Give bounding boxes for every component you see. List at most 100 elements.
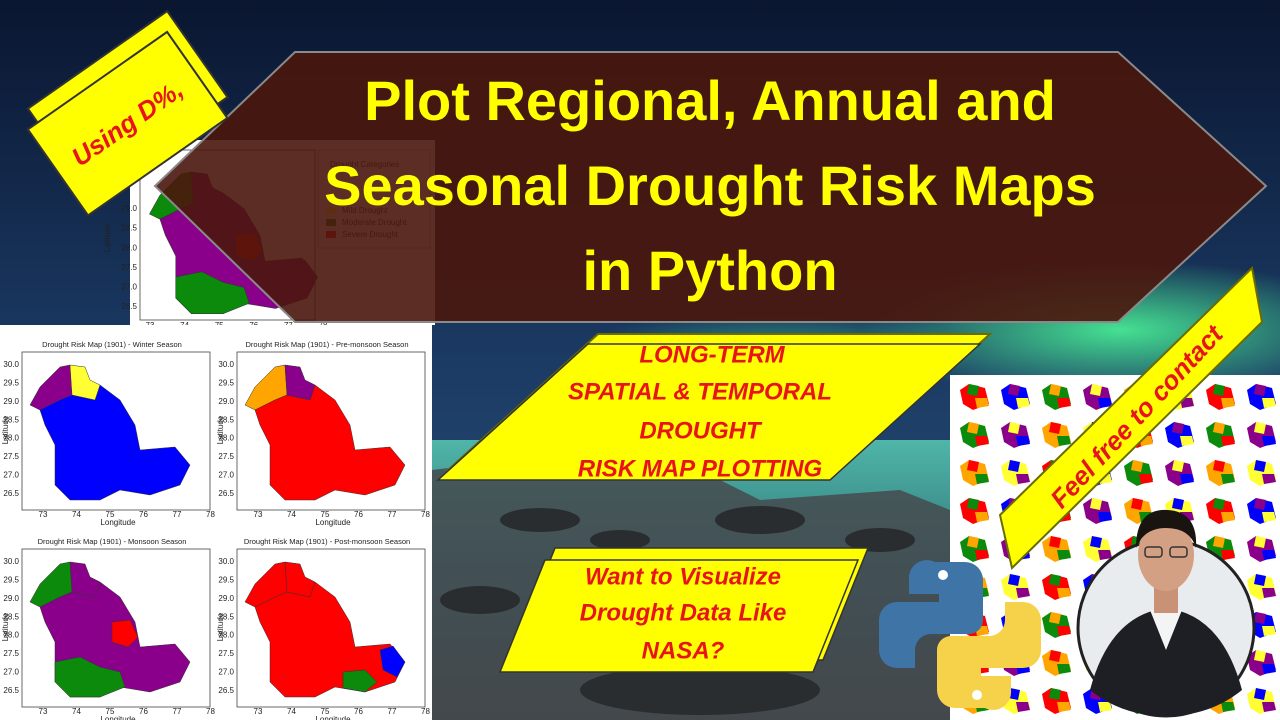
x-tick-label: 77: [173, 510, 182, 519]
mini-map: [1098, 512, 1112, 522]
map-region: [342, 669, 378, 693]
x-tick-label: 76: [354, 510, 363, 519]
mini-map: [975, 512, 989, 522]
y-tick-label: 27.5: [218, 649, 234, 658]
x-tick-label: 74: [72, 707, 81, 716]
y-tick-label: 27.5: [3, 649, 19, 658]
y-tick-label: 28.0: [121, 243, 137, 252]
x-tick-label: 77: [173, 707, 182, 716]
contact-banner: [998, 265, 1264, 570]
y-tick-label: 27.5: [218, 452, 234, 461]
seasonal-map: Drought Risk Map (1901) - Pre-monsoon Se…: [216, 340, 430, 527]
mini-map: [967, 384, 979, 396]
map-region: [69, 364, 101, 401]
mini-map: [1221, 474, 1235, 484]
mini-map: [1172, 422, 1184, 434]
mini-map: [975, 474, 989, 484]
mini-map: [1057, 626, 1071, 636]
mini-map: [1090, 498, 1102, 510]
y-tick-label: 27.0: [3, 471, 19, 480]
mini-map: [1057, 550, 1071, 560]
mini-map: [1016, 474, 1030, 484]
x-tick-label: 76: [139, 510, 148, 519]
y-tick-label: 27.5: [121, 263, 137, 272]
mini-map: [967, 460, 979, 472]
seasonal-map: Drought Risk Map (1901) - Post-monsoon S…: [216, 537, 430, 720]
y-tick-label: 26.5: [218, 489, 234, 498]
y-tick-label: 28.5: [3, 612, 19, 621]
mini-map: [1254, 460, 1266, 472]
x-axis-label: Longitude: [315, 715, 351, 720]
question-line: Drought Data Like: [580, 599, 787, 626]
mini-map: [1098, 398, 1112, 408]
x-tick-label: 77: [388, 510, 397, 519]
mini-map: [1008, 460, 1020, 472]
question-line: NASA?: [642, 637, 725, 664]
x-tick-label: 73: [39, 707, 48, 716]
question-line: Want to Visualize: [585, 563, 781, 590]
mini-map: [1213, 384, 1225, 396]
mini-map: [1254, 498, 1266, 510]
map-region: [379, 645, 406, 678]
mini-map: [1262, 512, 1276, 522]
y-axis-label: Latitude: [216, 415, 225, 444]
mini-map: [1090, 384, 1102, 396]
map-title: Drought Risk Map (1901) - Winter Season: [42, 340, 182, 349]
y-tick-label: 28.5: [218, 612, 234, 621]
presenter-photo: [1076, 509, 1256, 718]
mini-map: [1008, 422, 1020, 434]
mini-map: [1057, 436, 1071, 446]
plot-frame: [236, 351, 426, 511]
mini-map: [1016, 436, 1030, 446]
mini-map: [1254, 650, 1266, 662]
x-axis-label: Longitude: [100, 715, 136, 720]
mini-map: [1262, 474, 1276, 484]
y-tick-label: 26.5: [3, 489, 19, 498]
mini-map: [1139, 474, 1153, 484]
badge: Using D%,: [26, 9, 229, 217]
y-tick-label: 27.0: [121, 283, 137, 292]
y-axis-label: Latitude: [216, 612, 225, 641]
mini-map: [1016, 702, 1030, 712]
x-tick-label: 75: [321, 510, 330, 519]
y-tick-label: 27.0: [3, 668, 19, 677]
mini-map: [1049, 384, 1061, 396]
mini-map: [1090, 536, 1102, 548]
python-logo: [879, 560, 1041, 710]
mini-map: [1057, 588, 1071, 598]
x-tick-label: 78: [421, 510, 430, 519]
x-axis-label: Longitude: [315, 518, 351, 527]
y-tick-label: 27.0: [218, 471, 234, 480]
mini-map: [1262, 436, 1276, 446]
y-tick-label: 28.0: [3, 631, 19, 640]
mini-map: [1098, 702, 1112, 712]
mini-map: [1180, 436, 1194, 446]
x-tick-label: 75: [106, 510, 115, 519]
x-tick-label: 75: [321, 707, 330, 716]
title-line: Plot Regional, Annual and: [364, 69, 1056, 132]
mini-map: [1221, 398, 1235, 408]
x-tick-label: 75: [106, 707, 115, 716]
y-tick-label: 28.5: [3, 415, 19, 424]
y-axis-label: Latitude: [103, 223, 112, 252]
mini-map: [1049, 688, 1061, 700]
x-axis-label: Longitude: [100, 518, 136, 527]
y-tick-label: 26.5: [3, 686, 19, 695]
mini-map: [1254, 688, 1266, 700]
y-tick-label: 29.5: [3, 379, 19, 388]
map-region: [175, 271, 250, 315]
mini-map: [1049, 536, 1061, 548]
mini-map: [975, 436, 989, 446]
x-tick-label: 73: [39, 510, 48, 519]
y-tick-label: 29.5: [3, 576, 19, 585]
mini-map: [1221, 436, 1235, 446]
y-tick-label: 27.5: [3, 452, 19, 461]
y-tick-label: 28.5: [121, 224, 137, 233]
plot-frame: [21, 351, 211, 511]
mini-map: [967, 422, 979, 434]
y-tick-label: 29.0: [218, 397, 234, 406]
mini-map: [1049, 650, 1061, 662]
seasonal-maps: Drought Risk Map (1901) - Winter Season 7…: [1, 340, 430, 720]
